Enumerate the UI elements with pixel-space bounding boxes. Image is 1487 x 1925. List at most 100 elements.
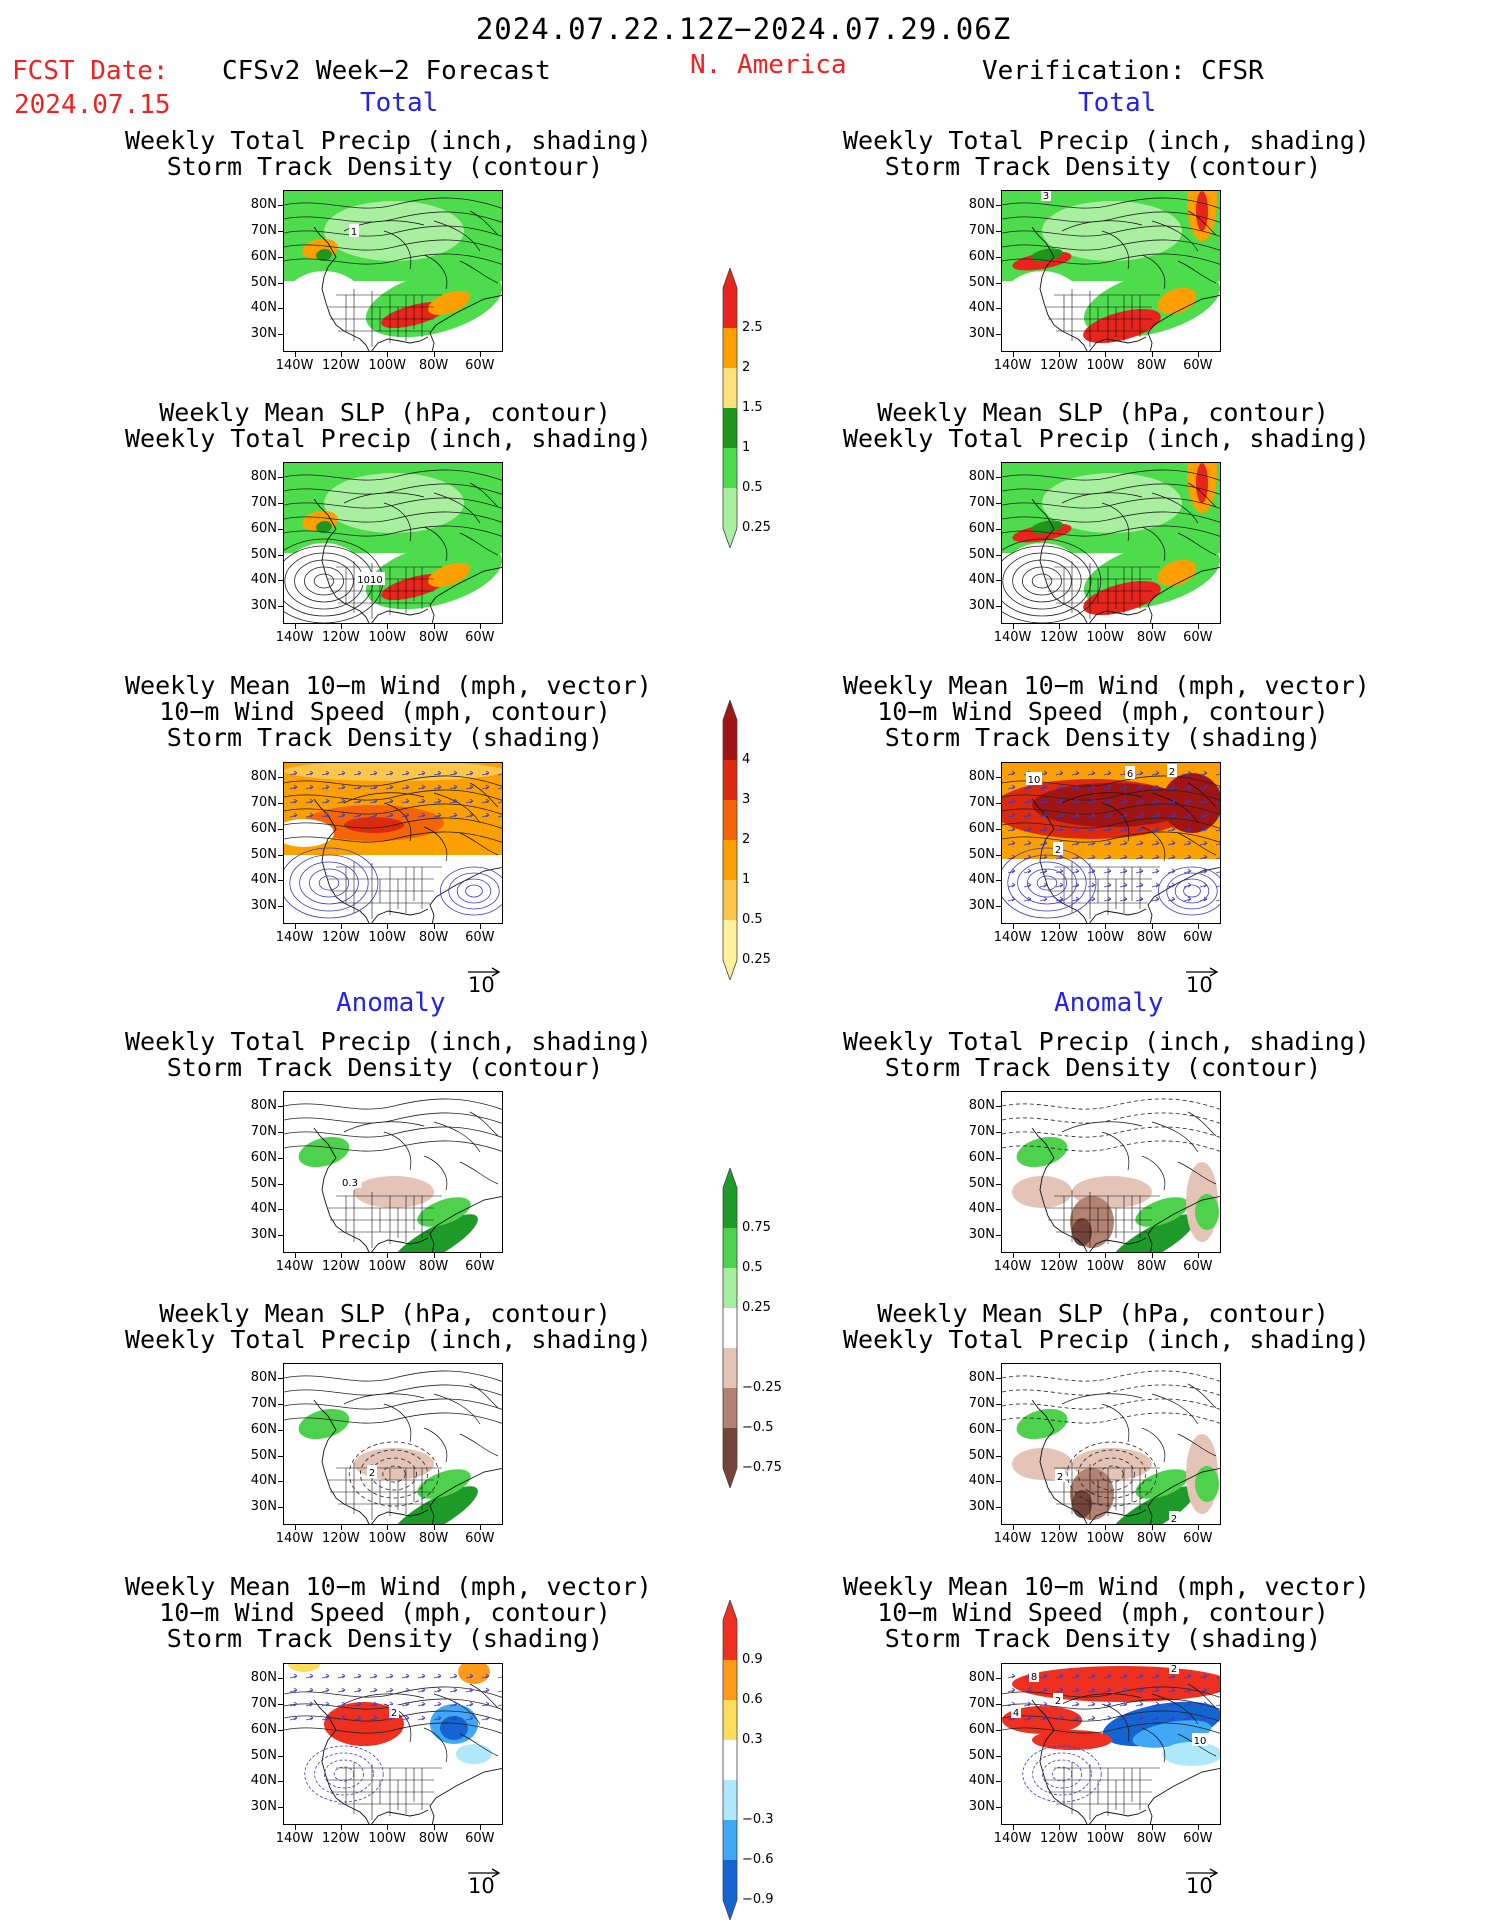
lon-tick: [1012, 352, 1014, 357]
svg-text:10: 10: [1194, 1736, 1207, 1747]
section-anomaly-left: Anomaly: [336, 988, 446, 1018]
lon-tick-label: 80W: [1136, 630, 1167, 645]
precip-core-region: [1031, 520, 1063, 534]
lat-tick-label: 40N: [250, 572, 277, 588]
lat-tick: [996, 256, 1001, 258]
lat-tick: [278, 205, 283, 207]
colorbar-tick-label: 2.5: [742, 320, 763, 335]
map-fc-anom-wind: 2: [283, 1663, 503, 1825]
title-fc-anom-slp: Weekly Mean SLP (hPa, contour) Weekly Tot…: [125, 1299, 652, 1354]
contour-value-label: 10: [1192, 1733, 1208, 1747]
wet-anomaly-region: [1016, 1408, 1068, 1440]
lon-tick: [1151, 624, 1153, 629]
heavy-precip-region: [1157, 559, 1197, 587]
lat-tick: [278, 256, 283, 258]
lat-tick-label: 70N: [968, 795, 995, 811]
coastline-outline: [1031, 210, 1220, 351]
lat-tick: [278, 1481, 283, 1483]
colorbar-tick-label: −0.6: [742, 1852, 774, 1867]
lat-tick-label: 30N: [250, 598, 277, 613]
vector-arrow-icon: [468, 967, 501, 977]
map-canvas: 8 2 2 4 10: [1002, 1664, 1220, 1824]
storm-track-contours: [1002, 197, 1220, 265]
lon-tick-label: 100W: [368, 1531, 407, 1546]
lat-tick: [996, 1106, 1001, 1108]
coastline-outline: [1031, 482, 1220, 623]
colorbar-tick-label: −0.3: [742, 1812, 774, 1827]
lon-tick: [387, 624, 389, 629]
positive-anomaly-region: [324, 1702, 404, 1746]
colorbar-tick-label: 0.3: [742, 1732, 763, 1747]
lon-tick-label: 120W: [1040, 630, 1078, 645]
lat-tick-label: 80N: [968, 1670, 995, 1686]
title-ob-anom-wind: Weekly Mean 10−m Wind (mph, vector) 10−m …: [843, 1572, 1370, 1653]
contour-value-label: 4: [1011, 1705, 1021, 1719]
lat-tick: [278, 1455, 283, 1457]
lat-tick: [996, 854, 1001, 856]
lon-tick-label: 140W: [275, 1531, 314, 1546]
lat-tick: [278, 1507, 283, 1508]
lon-tick: [1197, 1525, 1199, 1530]
lon-tick: [479, 1525, 481, 1530]
lat-tick-label: 50N: [968, 1747, 995, 1763]
lat-tick-label: 50N: [968, 1175, 995, 1191]
colorbar-segment: [723, 328, 737, 368]
lon-tick: [340, 1253, 342, 1258]
map-canvas: 0.3: [284, 1092, 502, 1252]
lat-tick: [278, 1183, 283, 1185]
lat-tick: [996, 1183, 1001, 1185]
lon-tick: [1012, 924, 1014, 929]
lon-tick-label: 140W: [993, 930, 1032, 945]
lon-tick-label: 60W: [1183, 630, 1213, 645]
wind-speed-anomaly-contours: [1002, 1686, 1220, 1734]
map-fc-anom-slp: 2: [283, 1363, 503, 1525]
lat-tick: [996, 803, 1001, 805]
lon-tick-label: 60W: [465, 1259, 495, 1274]
storm-track-contours: [284, 1098, 502, 1152]
lon-tick-label: 140W: [993, 630, 1032, 645]
contour-value-label: 0.3: [338, 1175, 362, 1189]
light-precip-region: [324, 473, 464, 533]
lat-tick-label: 60N: [250, 1149, 277, 1165]
wind-speed-anomaly-contours: [1022, 1745, 1102, 1803]
lon-tick-label: 120W: [1040, 930, 1078, 945]
lat-tick-label: 40N: [250, 300, 277, 316]
lon-tick-label: 60W: [1183, 1259, 1213, 1274]
lat-tick-label: 50N: [250, 546, 277, 562]
colorbar-tick-label: 1.5: [742, 400, 763, 415]
wet-anomaly-region: [1016, 1136, 1068, 1168]
map-ob-wind: 10 2 6 2: [1001, 762, 1221, 924]
lat-tick: [996, 231, 1001, 233]
contour-value-label: 2: [1053, 842, 1063, 856]
wet-anomaly-region: [390, 1486, 478, 1524]
colorbar-segment: [723, 408, 737, 448]
colorbar-segment: [723, 1428, 737, 1488]
wet-anomaly-region: [1195, 1194, 1219, 1230]
vector-scale-label: 10: [1186, 973, 1213, 997]
lat-tick-label: 70N: [968, 223, 995, 239]
peak-density-region: [1032, 783, 1192, 827]
lat-tick: [996, 777, 1001, 779]
density-region: [284, 763, 502, 781]
colorbar-segment: [723, 700, 737, 760]
lon-tick: [1058, 1525, 1060, 1530]
lat-tick-label: 80N: [250, 1098, 277, 1114]
coastline-outline: [313, 210, 502, 351]
lon-tick: [1012, 1525, 1014, 1530]
lat-tick-label: 40N: [250, 872, 277, 888]
lon-tick: [1105, 352, 1107, 357]
lon-tick-label: 120W: [322, 630, 360, 645]
forecast-title: CFSv2 Week−2 Forecast: [222, 56, 551, 86]
storm-track-contours: [284, 1370, 502, 1424]
colorbar-tick-label: 2: [742, 360, 751, 375]
lon-tick: [1151, 1525, 1153, 1530]
contour-value-label: 2: [367, 1465, 377, 1479]
lon-tick-label: 80W: [1136, 1531, 1167, 1546]
lon-tick: [1197, 624, 1199, 629]
lon-tick-label: 120W: [322, 1831, 360, 1846]
lon-tick: [1105, 1525, 1107, 1530]
heavy-precip-region: [1157, 287, 1197, 315]
lat-tick-label: 60N: [968, 1421, 995, 1437]
map-fc-wind: [283, 762, 503, 924]
map-ob-anom-wind: 8 2 2 4 10: [1001, 1663, 1221, 1825]
